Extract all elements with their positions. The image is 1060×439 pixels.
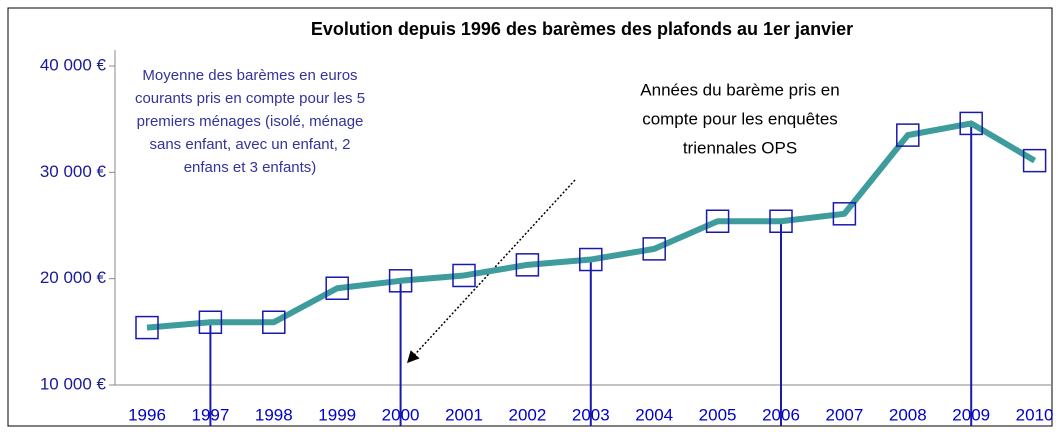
series-line xyxy=(146,120,1037,331)
annotation: courants pris en compte pour les 5 xyxy=(135,90,365,107)
point-marker xyxy=(515,253,540,277)
annotation: Années du barème pris en xyxy=(640,80,839,99)
x-tick-label: 1998 xyxy=(255,405,293,424)
point-marker xyxy=(769,209,793,233)
x-tick-label: 2010 xyxy=(1016,405,1054,424)
point-marker xyxy=(388,269,413,293)
point-marker xyxy=(959,111,983,136)
y-tick-label: 20 000 € xyxy=(40,268,107,287)
x-tick-label: 2005 xyxy=(699,405,737,424)
x-tick-label: 1996 xyxy=(128,405,166,424)
x-tick-label: 2001 xyxy=(445,405,483,424)
point-marker xyxy=(832,202,857,226)
x-tick-label: 1999 xyxy=(318,405,356,424)
annotation: Moyenne des barèmes en euros xyxy=(142,67,357,84)
point-marker xyxy=(1022,148,1047,173)
point-marker xyxy=(705,209,730,233)
annotation: sans enfant, avec un enfant, 2 xyxy=(150,136,351,153)
point-marker xyxy=(896,123,920,147)
point-marker xyxy=(198,310,223,335)
x-tick-label: 2008 xyxy=(889,405,927,424)
point-marker xyxy=(325,276,349,300)
annotation-arrow xyxy=(406,179,576,364)
y-tick-label: 30 000 € xyxy=(40,162,107,181)
annotation: compte pour les enquêtes xyxy=(642,109,838,128)
x-tick-label: 2007 xyxy=(825,405,863,424)
annotation: premiers ménages (isolé, ménage xyxy=(137,113,364,130)
point-marker xyxy=(579,247,603,272)
y-tick-label: 10 000 € xyxy=(40,374,107,393)
y-tick-label: 40 000 € xyxy=(40,55,107,74)
chart-border xyxy=(7,7,1053,427)
annotation: triennales OPS xyxy=(683,138,797,157)
x-tick-label: 2002 xyxy=(508,405,546,424)
point-marker xyxy=(452,263,476,288)
point-marker xyxy=(262,310,286,335)
point-marker xyxy=(642,237,666,261)
point-marker xyxy=(135,315,159,340)
x-tick-label: 2004 xyxy=(635,405,673,424)
annotation: enfans et 3 enfants) xyxy=(184,159,317,176)
chart-title: Evolution depuis 1996 des barèmes des pl… xyxy=(311,19,853,39)
